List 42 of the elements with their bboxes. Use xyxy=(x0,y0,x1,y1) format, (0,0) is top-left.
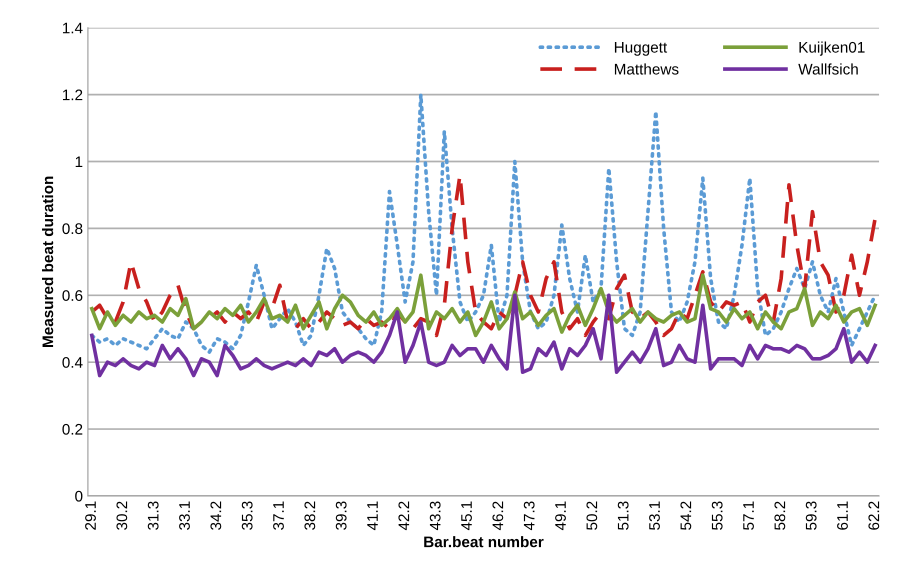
x-tick-label: 58.2 xyxy=(774,502,786,530)
y-tick-label: 0.6 xyxy=(62,290,82,301)
x-tick-label: 51.3 xyxy=(618,501,629,530)
x-tick-label: 29.1 xyxy=(85,502,96,530)
x-tick-label: 33.1 xyxy=(179,502,190,530)
x-tick-label: 34.2 xyxy=(210,502,222,530)
x-tick-label: 55.3 xyxy=(712,501,723,530)
x-tick-label: 38.2 xyxy=(304,502,316,530)
line-series xyxy=(90,273,877,338)
x-tick-label: 61.1 xyxy=(837,502,848,530)
legend-label: Wallfsich xyxy=(798,63,858,75)
x-tick-label: 35.3 xyxy=(242,501,253,530)
x-tick-label: 30.2 xyxy=(116,502,128,530)
x-tick-label: 53.1 xyxy=(649,502,660,530)
legend-label: Kuijken01 xyxy=(799,41,865,56)
x-tick-label: 39.3 xyxy=(336,501,347,530)
line-series xyxy=(90,293,877,378)
x-axis-title: Bar.beat number xyxy=(424,536,544,548)
y-axis-title: Measured beat duration xyxy=(42,176,54,347)
x-tick-label: 57.1 xyxy=(743,502,754,530)
y-tick-label: 0 xyxy=(75,490,82,502)
x-tick-label: 37.1 xyxy=(273,502,284,530)
legend-label: Huggett xyxy=(614,42,668,56)
y-tick-label: 1.4 xyxy=(62,22,83,34)
x-tick-label: 59.3 xyxy=(806,501,817,530)
x-tick-label: 31.3 xyxy=(148,501,159,530)
x-tick-label: 47.3 xyxy=(524,501,535,530)
x-tick-label: 54.2 xyxy=(680,502,692,530)
y-tick-label: 0.4 xyxy=(62,357,83,368)
legend-label: Matthews xyxy=(614,63,678,75)
x-tick-label: 49.1 xyxy=(555,502,566,530)
x-tick-label: 43.3 xyxy=(430,501,441,530)
x-tick-label: 50.2 xyxy=(586,502,598,530)
x-tick-label: 45.1 xyxy=(461,502,472,530)
x-tick-label: 41.1 xyxy=(367,502,378,530)
y-tick-label: 0.2 xyxy=(62,424,82,435)
x-tick-label: 62.2 xyxy=(868,502,880,530)
y-tick-label: 1.2 xyxy=(62,89,82,100)
y-tick-label: 0.8 xyxy=(62,223,82,234)
x-tick-label: 42.2 xyxy=(398,502,410,530)
y-tick-label: 1 xyxy=(76,156,82,168)
x-tick-label: 46.2 xyxy=(492,502,504,530)
